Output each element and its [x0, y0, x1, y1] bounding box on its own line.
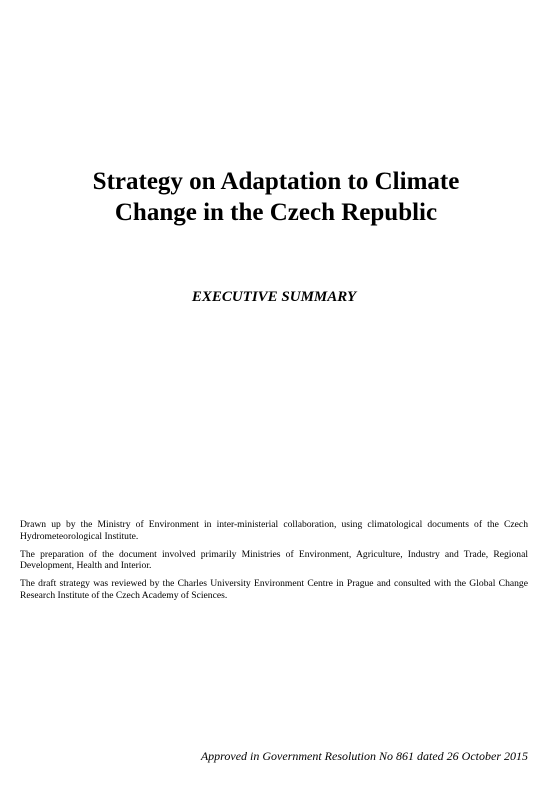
note-paragraph-review: The draft strategy was reviewed by the C… [20, 578, 528, 601]
note-paragraph-ministries: The preparation of the document involved… [20, 548, 528, 572]
note-paragraph-authorship: Drawn up by the Ministry of Environment … [20, 519, 528, 542]
document-title-line-2: Change in the Czech Republic [114, 199, 438, 226]
approval-statement: Approved in Government Resolution No 861… [200, 749, 528, 763]
document-title: Strategy on Adaptation to Climate Change… [0, 166, 552, 228]
document-notes: Drawn up by the Ministry of Environment … [20, 519, 528, 608]
document-subtitle: EXECUTIVE SUMMARY [191, 289, 357, 305]
document-title-line-1: Strategy on Adaptation to Climate [92, 168, 460, 195]
